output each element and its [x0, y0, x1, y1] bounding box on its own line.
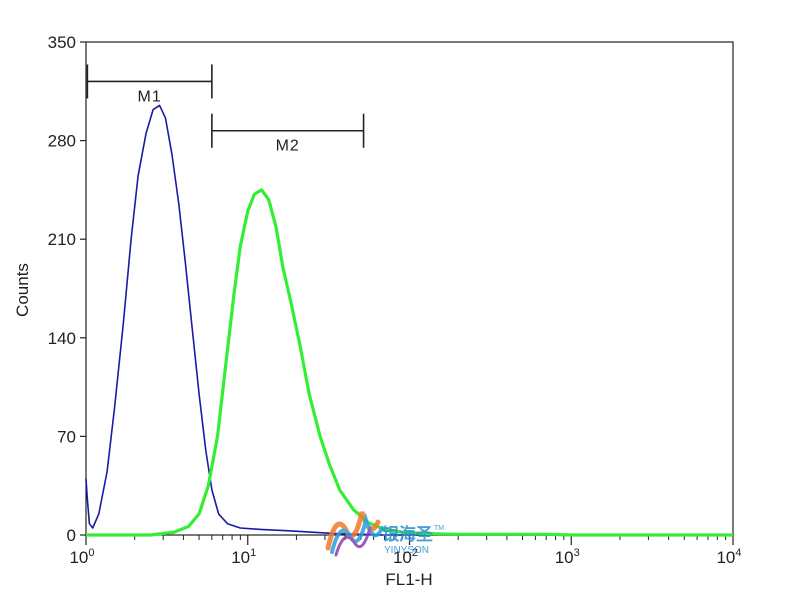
y-tick-label: 210 [48, 230, 76, 249]
series-blue-histogram [85, 104, 733, 536]
x-tick-base: 10 [555, 548, 574, 567]
x-tick-exponent: 4 [735, 547, 741, 559]
watermark-tm: TM [434, 525, 444, 532]
x-axis-title: FL1-H [385, 570, 432, 589]
plot-area [85, 41, 734, 536]
series-layer [85, 104, 733, 537]
x-tick-label: 103 [555, 547, 580, 567]
watermark-chinese: 银海圣 [382, 524, 434, 544]
yinyson-watermark-logo: 银海圣 TM YINYSON [325, 511, 444, 557]
y-tick-label: 140 [48, 329, 76, 348]
gate-marker-m2: M2 [211, 113, 365, 155]
y-tick-label: 0 [67, 526, 76, 545]
x-tick-base: 10 [393, 548, 412, 567]
y-tick-label: 280 [48, 132, 76, 151]
x-tick-base: 10 [716, 548, 735, 567]
watermark-english: YINYSON [384, 545, 429, 556]
x-tick-label: 104 [716, 547, 741, 567]
x-tick-exponent: 1 [250, 547, 256, 559]
gate-marker-m1: M1 [86, 64, 213, 105]
gate-label: M1 [138, 88, 162, 105]
marker-layer: M1 M2 [86, 64, 365, 155]
y-tick-label: 70 [57, 427, 76, 446]
x-tick-label: 101 [231, 547, 256, 567]
series-green-histogram [86, 188, 733, 537]
y-axis-title: Counts [13, 263, 32, 317]
x-tick-exponent: 0 [88, 547, 94, 559]
gate-label: M2 [276, 138, 300, 155]
x-tick-exponent: 3 [574, 547, 580, 559]
x-tick-label: 102 [393, 547, 418, 567]
x-tick-exponent: 2 [412, 547, 418, 559]
y-tick-label: 350 [48, 33, 76, 52]
x-tick-label: 100 [69, 547, 94, 567]
x-tick-base: 10 [231, 548, 250, 567]
x-tick-base: 10 [69, 548, 88, 567]
